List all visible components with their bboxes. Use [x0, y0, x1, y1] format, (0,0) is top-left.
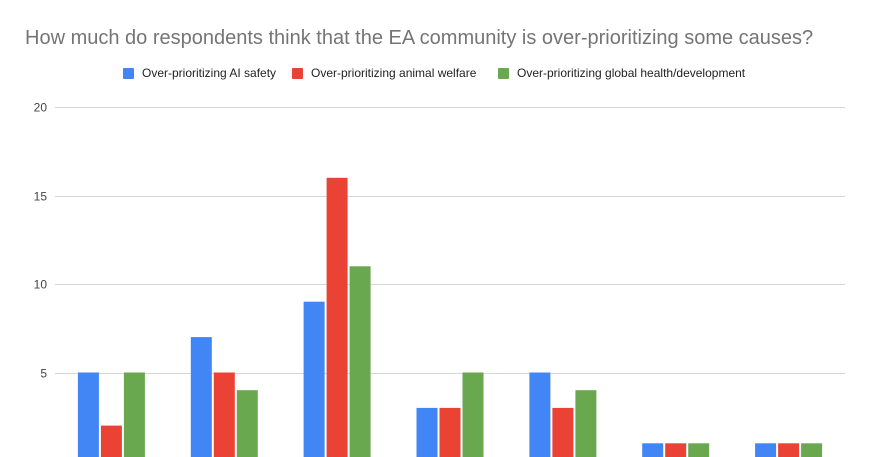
- bar-3-cat-3: [349, 266, 371, 457]
- bar-2-cat-5: [552, 407, 574, 457]
- bar-1-cat-5: [529, 372, 551, 457]
- legend-item-global-health: Over-prioritizing global health/developm…: [498, 66, 745, 80]
- bar-2-cat-7: [778, 443, 800, 457]
- y-tick-label-20: 20: [34, 101, 48, 115]
- bar-2-cat-1: [100, 425, 122, 457]
- legend-item-animal-welfare: Over-prioritizing animal welfare: [292, 66, 476, 80]
- bar-3-cat-5: [575, 390, 597, 457]
- legend-label-ai-safety: Over-prioritizing AI safety: [142, 66, 277, 80]
- bar-1-cat-1: [77, 372, 99, 457]
- y-tick-label-10: 10: [34, 278, 48, 292]
- bar-1-cat-4: [416, 407, 438, 457]
- bar-3-cat-4: [462, 372, 484, 457]
- bar-3-cat-1: [123, 372, 145, 457]
- legend-label-animal-welfare: Over-prioritizing animal welfare: [311, 66, 477, 80]
- bar-2-cat-3: [326, 177, 348, 457]
- bar-3-cat-2: [236, 390, 258, 457]
- bar-2-cat-4: [439, 407, 461, 457]
- legend-swatch-ai-safety: [123, 67, 134, 79]
- bar-1-cat-2: [190, 337, 212, 457]
- legend-swatch-animal-welfare: [292, 67, 303, 79]
- y-tick-label-15: 15: [34, 190, 48, 204]
- y-tick-label-5: 5: [40, 367, 47, 381]
- bar-1-cat-6: [642, 443, 664, 457]
- chart-title: How much do respondents think that the E…: [25, 27, 814, 49]
- bar-2-cat-6: [665, 443, 687, 457]
- legend-label-global-health: Over-prioritizing global health/developm…: [517, 66, 746, 80]
- bar-2-cat-2: [213, 372, 235, 457]
- bar-1-cat-7: [755, 443, 777, 457]
- bar-3-cat-6: [688, 443, 710, 457]
- bar-3-cat-7: [801, 443, 823, 457]
- legend: Over-prioritizing AI safety Over-priorit…: [0, 66, 873, 84]
- legend-item-ai-safety: Over-prioritizing AI safety: [123, 66, 276, 80]
- legend-swatch-global-health: [498, 67, 509, 79]
- bar-1-cat-3: [303, 301, 325, 457]
